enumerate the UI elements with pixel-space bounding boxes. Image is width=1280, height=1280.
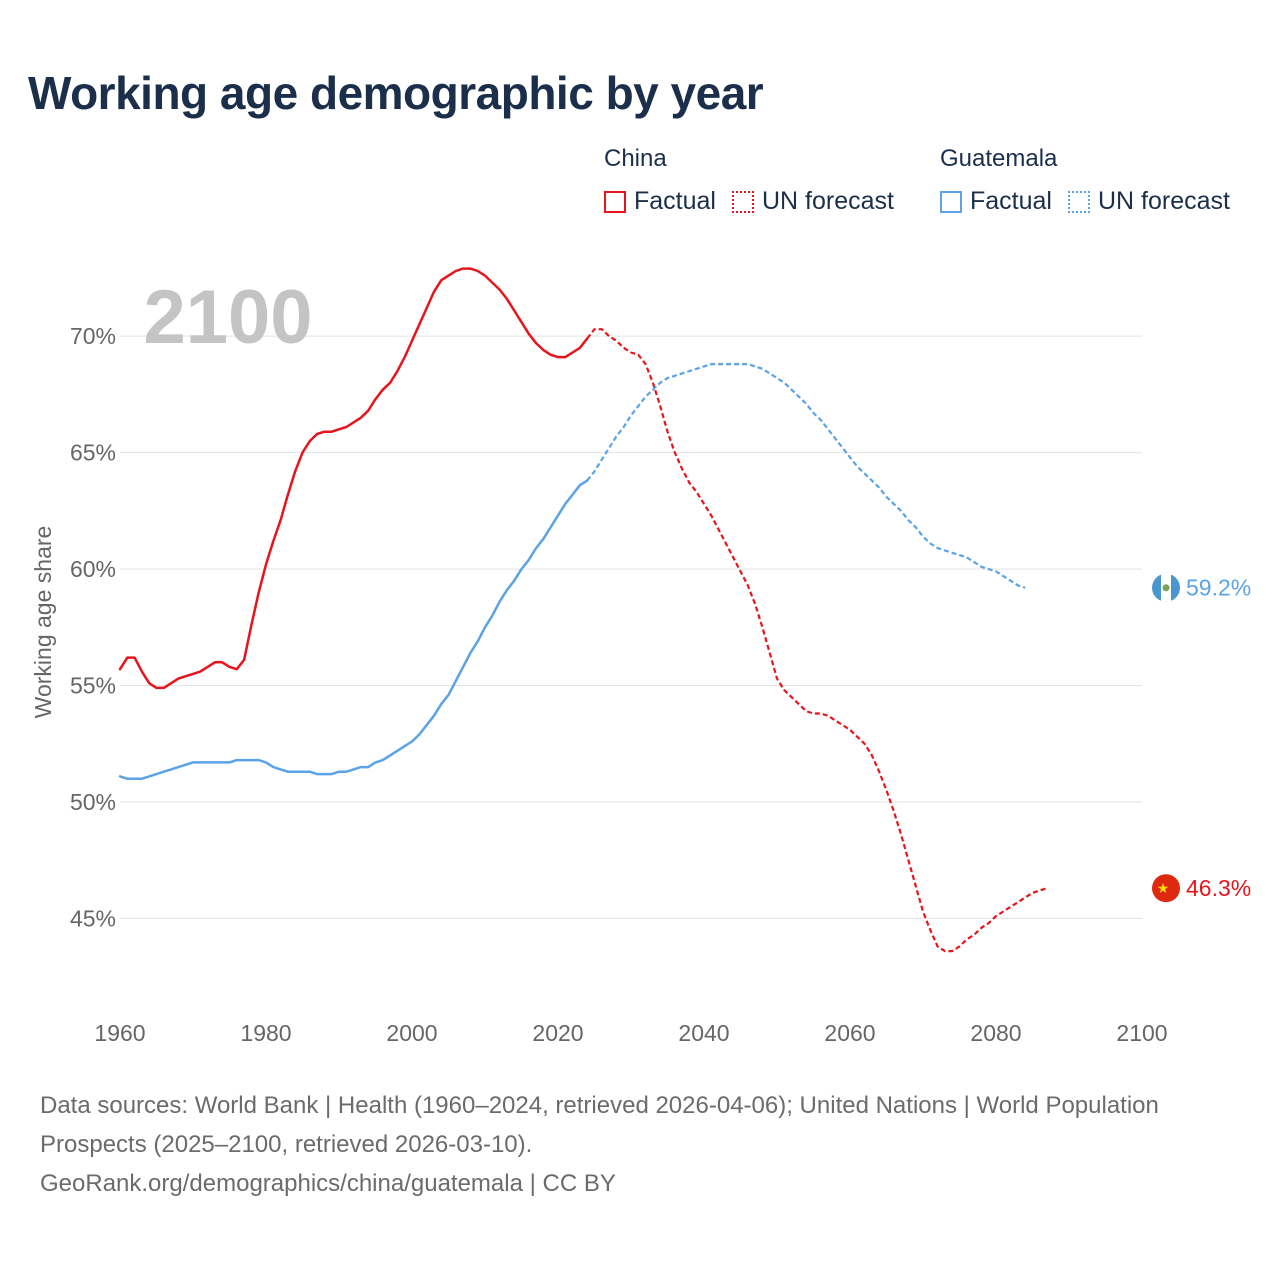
legend-group-china: China Factual UN forecast — [604, 145, 910, 216]
y-tick-label: 60% — [70, 556, 116, 582]
y-axis-label: Working age share — [30, 526, 56, 719]
data-sources: Data sources: World Bank | Health (1960–… — [40, 1092, 1159, 1158]
x-tick-label: 2000 — [386, 1020, 437, 1046]
x-tick-label: 2040 — [678, 1020, 729, 1046]
legend-swatch-dotted — [1067, 190, 1090, 213]
y-tick-label: 70% — [70, 323, 116, 349]
x-tick-label: 1960 — [94, 1020, 145, 1046]
series-line-guatemala-factual — [118, 479, 589, 780]
legend-label: UN forecast — [761, 187, 894, 215]
footer: Data sources: World Bank | Health (1960–… — [40, 1086, 1220, 1203]
series-line-guatemala-forecast — [586, 363, 1026, 589]
line-chart: 45% 50% 55% 60% 65% 70% 1960 1980 2000 2020 2040 20… — [30, 267, 1251, 1046]
legend-swatch-dotted — [731, 190, 754, 213]
china-flag-star: ★ — [1157, 881, 1170, 897]
x-tick-label: 2080 — [970, 1020, 1021, 1046]
legend-label: Factual — [970, 187, 1052, 215]
legend-swatch-solid — [604, 190, 626, 213]
legend-item-china-forecast[interactable]: UN forecast — [731, 187, 894, 216]
china-flag-icon — [1152, 874, 1180, 903]
legend-group-guatemala: Guatemala Factual UN forecast — [940, 145, 1246, 216]
legend-group-name: Guatemala — [940, 145, 1058, 172]
x-tick-label: 2020 — [532, 1020, 583, 1046]
x-tick-label: 2100 — [1116, 1020, 1167, 1046]
y-tick-label: 65% — [70, 440, 116, 466]
year-watermark: 2100 — [143, 275, 312, 360]
legend-swatch-solid — [940, 190, 962, 213]
legend-group-name: China — [604, 145, 667, 172]
attribution: GeoRank.org/demographics/china/guatemala… — [40, 1170, 616, 1197]
y-tick-label: 45% — [70, 905, 116, 931]
end-value-label-china: 46.3% — [1186, 875, 1251, 901]
x-tick-label: 2060 — [824, 1020, 875, 1046]
legend-label: UN forecast — [1097, 187, 1230, 215]
legend-item-guatemala-forecast[interactable]: UN forecast — [1067, 187, 1230, 216]
legend-item-china-factual[interactable]: Factual — [604, 187, 716, 216]
y-tick-label: 50% — [70, 789, 116, 815]
end-value-label-guatemala: 59.2% — [1186, 575, 1251, 601]
y-tick-label: 55% — [70, 673, 116, 699]
legend-item-guatemala-factual[interactable]: Factual — [940, 187, 1052, 216]
series-line-china-factual — [118, 267, 589, 690]
x-tick-label: 1980 — [240, 1020, 291, 1046]
legend-label: Factual — [634, 187, 716, 215]
page-title: Working age demographic by year — [28, 67, 764, 119]
series-line-china-forecast — [586, 328, 1048, 953]
guatemala-flag-emblem — [1162, 584, 1170, 592]
